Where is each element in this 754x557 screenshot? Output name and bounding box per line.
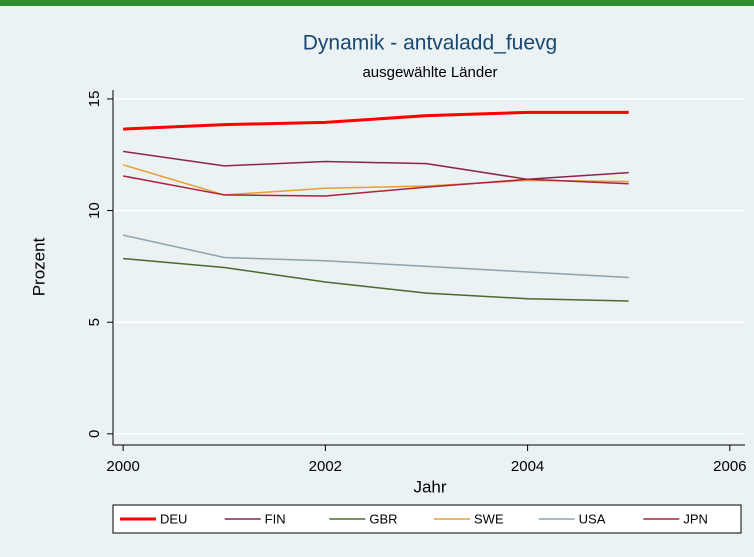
line <box>123 110 629 131</box>
y-tick-label: 5 <box>86 318 103 326</box>
x-axis-label: Jahr <box>413 477 446 496</box>
x-tick-label: 2006 <box>713 458 746 475</box>
line <box>122 175 629 197</box>
top-bar <box>0 0 754 6</box>
x-tick-label: 2000 <box>106 458 139 475</box>
y-tick-label: 0 <box>86 430 103 438</box>
x-tick-label: 2004 <box>511 458 544 475</box>
line <box>123 257 629 302</box>
chart-title: Dynamik - antvaladd_fuevg <box>303 32 557 55</box>
y-axis-label: Prozent <box>29 237 48 296</box>
legend-label: SWE <box>474 511 504 526</box>
x-tick-label: 2002 <box>309 458 342 475</box>
legend-label: FIN <box>265 511 286 526</box>
legend-box <box>112 504 742 534</box>
legend-label: DEU <box>160 511 187 526</box>
legend-label: USA <box>579 511 606 526</box>
line <box>122 234 629 279</box>
legend-label: GBR <box>369 511 397 526</box>
y-tick-label: 10 <box>86 202 103 219</box>
line <box>123 150 629 181</box>
y-tick-label: 15 <box>86 91 103 108</box>
chart-subtitle: ausgewählte Länder <box>362 64 497 81</box>
legend-label: JPN <box>683 511 708 526</box>
